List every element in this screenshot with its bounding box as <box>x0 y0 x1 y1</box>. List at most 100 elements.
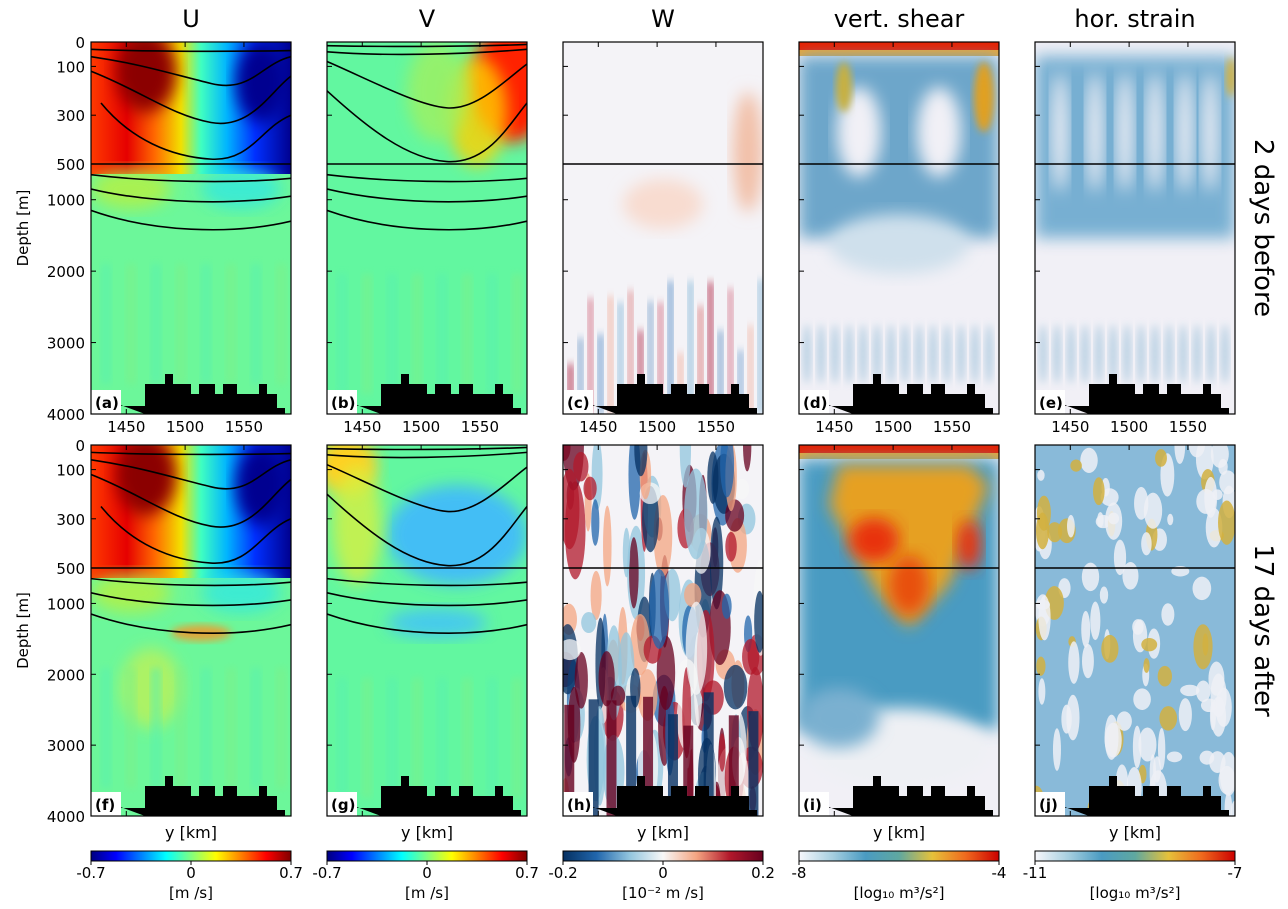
y-tick-label: 2000 <box>47 263 85 281</box>
panel-label: (e) <box>1039 394 1063 412</box>
x-tick-label: 1550 <box>697 418 735 436</box>
colorbar <box>326 850 528 862</box>
panel-label: (a) <box>95 394 119 412</box>
y-tick-label: 0 <box>75 34 85 52</box>
panel-label: (h) <box>567 796 591 814</box>
panel-frame <box>1034 444 1236 817</box>
panel-label: (g) <box>331 796 355 814</box>
x-axis-label: y [km] <box>165 823 217 842</box>
panel-frame <box>326 444 528 817</box>
panel-frame <box>90 41 292 415</box>
column-title: U <box>182 5 200 33</box>
bathymetry <box>1035 374 1229 414</box>
contour-line <box>327 43 527 48</box>
contour-line <box>327 446 527 451</box>
y-tick-label: 500 <box>56 560 85 578</box>
panel-d: (d) <box>799 42 999 414</box>
panel-label-box <box>563 792 593 816</box>
contour-line <box>327 613 527 634</box>
colorbar-tick-label: 0.2 <box>751 864 775 882</box>
x-tick-label: 1500 <box>402 418 440 436</box>
contour-line <box>327 493 527 567</box>
x-tick-label: 1500 <box>166 418 204 436</box>
panel-h: (h) <box>563 445 763 816</box>
contour-line <box>327 173 527 183</box>
y-tick-label: 4000 <box>47 808 85 826</box>
panel-frame <box>798 41 1000 415</box>
y-tick-label: 3000 <box>47 737 85 755</box>
y-tick-label: 0 <box>75 437 85 455</box>
colorbar <box>90 850 292 862</box>
bathymetry <box>91 776 285 816</box>
y-tick-label: 100 <box>56 462 85 480</box>
panel-a: (a) <box>91 42 291 414</box>
bathymetry <box>1035 776 1229 816</box>
contour-line <box>327 592 527 607</box>
panel-label-box <box>91 390 121 414</box>
panel-label: (d) <box>803 394 827 412</box>
x-tick-label: 1450 <box>1051 418 1089 436</box>
panels-layer: (a) (f) (b) (g) (c) (h) (d) (i) (e) (j) <box>91 42 1235 816</box>
panel-f: (f) <box>91 445 291 816</box>
panel-i: (i) <box>799 445 999 816</box>
contour-line <box>100 505 291 564</box>
panel-label: (b) <box>331 394 355 412</box>
colorbar-tick-label: -0.7 <box>76 864 105 882</box>
y-tick-label: 4000 <box>47 406 85 424</box>
colorbar-tick-label: 0 <box>422 864 432 882</box>
panel-g: (g) <box>327 445 527 816</box>
colorbar-label: [log₁₀ m³/s²] <box>854 884 945 902</box>
panel-label-box <box>327 390 357 414</box>
contour-line <box>91 209 291 231</box>
contour-line <box>91 458 291 490</box>
panel-label-box <box>563 390 593 414</box>
panel-b: (b) <box>327 42 527 414</box>
panel-e: (e) <box>1035 42 1235 414</box>
colorbar-label: [log₁₀ m³/s²] <box>1090 884 1181 902</box>
bathymetry <box>327 374 521 414</box>
bathymetry <box>91 374 285 414</box>
colorbar-tick-label: 0.7 <box>515 864 539 882</box>
y-tick-label: 100 <box>56 58 85 76</box>
panel-frame <box>1034 41 1236 415</box>
panel-label-box <box>799 390 829 414</box>
contour-line <box>100 102 291 160</box>
colorbar-tick-label: -0.2 <box>548 864 577 882</box>
contour-line <box>327 451 527 459</box>
panel-label: (j) <box>1039 796 1058 814</box>
contour-line <box>327 60 527 109</box>
bathymetry <box>563 374 757 414</box>
contour-line <box>91 173 291 183</box>
colorbar-tick-label: 0 <box>658 864 668 882</box>
contour-line <box>91 188 291 203</box>
y-tick-label: 300 <box>56 107 85 125</box>
colorbar-tick-label: -0.7 <box>312 864 341 882</box>
x-tick-label: 1450 <box>579 418 617 436</box>
colorbar-tick-label: 0.7 <box>279 864 303 882</box>
y-tick-label: 3000 <box>47 335 85 353</box>
panel-label-box <box>91 792 121 816</box>
column-title: W <box>651 5 675 33</box>
x-tick-label: 1550 <box>225 418 263 436</box>
row-label: 17 days after <box>1248 544 1278 717</box>
panel-label-box <box>1035 390 1065 414</box>
bathymetry <box>799 374 993 414</box>
panel-label-box <box>799 792 829 816</box>
y-axis-label: Depth [m] <box>14 190 32 267</box>
y-tick-label: 2000 <box>47 666 85 684</box>
y-tick-label: 1000 <box>47 595 85 613</box>
colorbar-tick-label: -8 <box>792 864 807 882</box>
column-title: hor. strain <box>1074 5 1195 33</box>
column-title: vert. shear <box>834 5 965 33</box>
column-title: V <box>419 5 436 33</box>
colorbar-tick-label: -4 <box>992 864 1007 882</box>
panel-label-box <box>1035 792 1065 816</box>
contour-line <box>91 48 291 53</box>
colorbar-tick-label: -11 <box>1023 864 1048 882</box>
contour-line <box>327 463 527 513</box>
x-axis-label: y [km] <box>873 823 925 842</box>
colorbar-label: [m /s] <box>169 884 213 902</box>
panel-frame <box>90 444 292 817</box>
x-tick-label: 1550 <box>461 418 499 436</box>
y-tick-label: 1000 <box>47 192 85 210</box>
